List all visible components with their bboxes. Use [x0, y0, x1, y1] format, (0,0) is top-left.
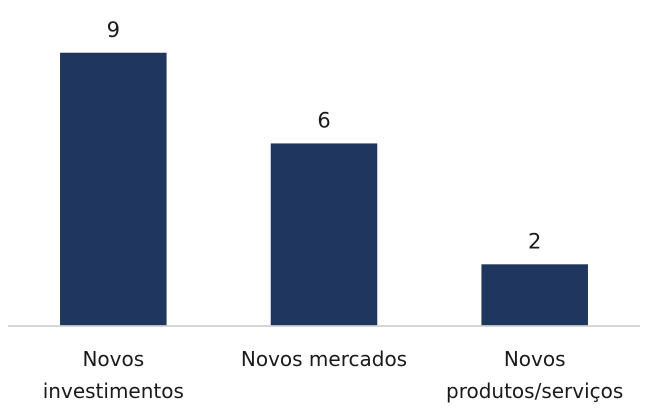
value-labels-group: 9 6 2: [107, 18, 542, 254]
bars-group: [60, 52, 588, 326]
category-label-1: Novos mercados: [241, 347, 407, 371]
category-label-0: Novos investimentos: [43, 347, 184, 403]
bar-1: [270, 143, 378, 326]
bar-2: [481, 264, 588, 326]
value-label-0: 9: [107, 18, 120, 42]
bar-0: [60, 52, 167, 326]
category-label-2: Novos produtos/serviços: [446, 347, 623, 403]
value-label-1: 6: [317, 109, 330, 133]
value-label-2: 2: [528, 230, 541, 254]
category-labels-group: Novos investimentos Novos mercados Novos pro…: [43, 347, 624, 403]
